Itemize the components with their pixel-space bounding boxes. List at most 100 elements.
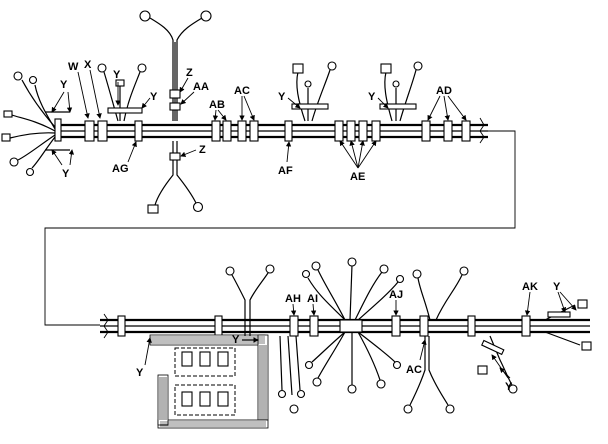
- label-z: Z: [199, 144, 206, 156]
- upper-harness: [1, 10, 488, 214]
- leader-lines: [51, 69, 577, 379]
- band-AC-lower: [419, 315, 429, 337]
- label-z: Z: [186, 67, 193, 79]
- terminal-ring-icon: [508, 384, 518, 394]
- label-y: Y: [150, 91, 158, 103]
- band-AD-1: [421, 120, 431, 142]
- band-AC-1: [237, 120, 247, 142]
- lower-ac-branch: [403, 336, 455, 414]
- terminal-ring-icon: [200, 10, 212, 22]
- label-ai: AI: [307, 293, 318, 305]
- terminal-ring-icon: [395, 274, 405, 284]
- relay-icon: [181, 391, 193, 407]
- terminal-ring-icon: [347, 257, 357, 267]
- terminal-ring-icon: [327, 61, 337, 71]
- terminal-ring-icon: [265, 264, 275, 274]
- label-y: Y: [62, 168, 70, 180]
- label-ab: AB: [209, 99, 225, 111]
- continuation-line: [44, 130, 516, 326]
- label-af: AF: [278, 165, 293, 177]
- connector-icon: [147, 204, 159, 214]
- callout-labels: Y W X Y Y Y AG Z AA Z AB AC AF Y Y AD AE…: [60, 59, 561, 393]
- lower-upper-right-branches: [412, 266, 518, 394]
- terminal-ring-icon: [379, 264, 389, 274]
- terminal-ring-icon: [9, 157, 19, 167]
- terminal-ring-icon: [25, 167, 35, 177]
- band-AE-2: [346, 120, 356, 142]
- upper-vertical-branch: [139, 10, 212, 214]
- upper-trunk-bands: [84, 120, 471, 142]
- label-x: X: [84, 59, 92, 71]
- band-AD-3: [461, 120, 471, 142]
- band-W: [84, 120, 95, 142]
- connector-icon: [577, 299, 588, 309]
- clip-icon: [291, 103, 329, 110]
- terminal-ring-icon: [225, 266, 235, 276]
- terminal-ring-icon: [347, 384, 357, 394]
- band-AE-3: [358, 120, 368, 142]
- connector-icon: [380, 63, 392, 74]
- label-w: W: [68, 61, 79, 73]
- label-ac: AC: [406, 364, 422, 376]
- label-y: Y: [368, 91, 376, 103]
- clip-icon: [54, 118, 62, 142]
- label-ad: AD: [436, 85, 452, 97]
- upper-left-branches: [1, 71, 70, 177]
- band-AF: [284, 120, 293, 142]
- terminal-ring-icon: [392, 360, 402, 370]
- label-y: Y: [60, 79, 68, 91]
- clip-icon: [117, 315, 126, 337]
- band-AE-4: [371, 120, 381, 142]
- connector-icon: [1, 133, 11, 142]
- label-y: Y: [136, 367, 144, 379]
- lower-right-end: [544, 299, 592, 351]
- upper-branch-3: [379, 61, 423, 122]
- connector-icon: [115, 79, 125, 87]
- band-AH: [289, 315, 299, 337]
- band-AB-1: [211, 120, 221, 142]
- band-AJ: [391, 315, 401, 337]
- label-y: Y: [553, 281, 561, 293]
- terminal-ring-icon: [445, 404, 455, 414]
- label-y: Y: [278, 91, 286, 103]
- label-y: Y: [113, 69, 121, 81]
- terminal-ring-icon: [137, 63, 147, 73]
- hatched-bundle: [149, 264, 306, 429]
- terminal-ring-icon: [304, 360, 314, 370]
- terminal-ring-icon: [28, 75, 38, 85]
- terminal-ring-icon: [304, 80, 312, 88]
- connector-icon: [581, 341, 592, 351]
- clip-icon: [481, 339, 505, 356]
- terminal-ring-icon: [312, 377, 322, 387]
- lower-harness: [100, 257, 592, 429]
- clip-icon: [467, 315, 476, 337]
- band-AK: [521, 315, 531, 337]
- relay-icon: [199, 391, 211, 407]
- terminal-ring-icon: [296, 389, 306, 399]
- clip-icon: [547, 311, 571, 318]
- label-ah: AH: [285, 293, 301, 305]
- clip-icon: [107, 107, 143, 114]
- terminal-ring-icon: [392, 80, 400, 88]
- label-ae: AE: [350, 171, 365, 183]
- relay-icon: [181, 351, 193, 367]
- clip-Z-top: [169, 89, 181, 99]
- relay-icon: [217, 351, 229, 367]
- band-X: [97, 120, 108, 142]
- terminal-ring-icon: [413, 61, 423, 71]
- terminal-ring-icon: [301, 269, 311, 279]
- clip-icon: [214, 315, 223, 337]
- upper-branch-2: [291, 61, 337, 122]
- relay-icon: [199, 351, 211, 367]
- label-ag: AG: [112, 163, 129, 175]
- terminal-ring-icon: [139, 10, 151, 22]
- label-y: Y: [232, 334, 240, 346]
- label-ak: AK: [522, 281, 538, 293]
- terminal-ring-icon: [403, 404, 413, 414]
- clip-Z-bottom: [169, 152, 181, 161]
- terminal-ring-icon: [412, 269, 422, 279]
- label-y: Y: [505, 381, 513, 393]
- terminal-ring-icon: [376, 379, 386, 389]
- relay-icon: [217, 391, 229, 407]
